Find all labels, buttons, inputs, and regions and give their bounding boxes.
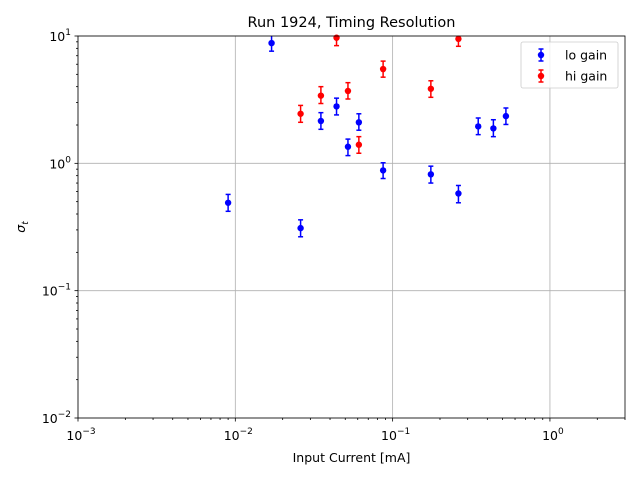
y-tick-label-exponent: 0 (65, 155, 71, 165)
x-tick-label: 10−3 (66, 427, 95, 443)
x-tick-label-exponent: −1 (397, 427, 410, 437)
y-tick-label-exponent: 1 (65, 28, 71, 38)
x-tick-label-base: 10 (224, 428, 240, 443)
x-tick-label: 100 (542, 427, 564, 443)
x-tick-label-exponent: −3 (82, 427, 95, 437)
x-tick-label-base: 10 (542, 428, 558, 443)
axis-ticks (74, 35, 626, 422)
y-tick-label-base: 10 (49, 156, 65, 171)
series-0 (224, 36, 510, 238)
data-point (344, 143, 352, 150)
data-point (379, 65, 387, 73)
x-tick-label-exponent: 0 (558, 427, 564, 437)
legend-label: hi gain (565, 69, 607, 84)
data-point (355, 119, 363, 126)
y-tick-label: 10−1 (42, 283, 71, 299)
series-1 (297, 34, 462, 155)
legend-box (520, 41, 619, 89)
legend-items: lo gain hi gain (537, 48, 607, 84)
x-tick-label-base: 10 (66, 428, 82, 443)
legend-marker (537, 72, 545, 80)
legend: lo gain hi gain (520, 41, 619, 89)
legend-marker (537, 51, 545, 59)
plot-area (78, 36, 625, 418)
y-tick-label-base: 10 (42, 411, 58, 426)
y-axis-label: σt (13, 221, 31, 233)
x-axis-label: Input Current [mA] (293, 450, 411, 465)
chart-title: Run 1924, Timing Resolution (248, 15, 456, 31)
data-series (224, 34, 510, 238)
y-tick-label-base: 10 (42, 284, 58, 299)
data-point (333, 103, 340, 110)
data-point (317, 117, 325, 125)
y-axis-label-subscript: t (21, 221, 31, 225)
y-tick-label-base: 10 (49, 29, 65, 44)
y-tick-label-exponent: −2 (58, 410, 71, 420)
data-point (355, 141, 363, 148)
data-point (379, 167, 387, 174)
data-point (344, 87, 352, 95)
data-point (317, 92, 325, 99)
x-tick-label-exponent: −2 (240, 427, 253, 437)
data-point (502, 112, 510, 120)
data-point (224, 199, 232, 206)
data-point (455, 190, 462, 197)
data-point (427, 85, 435, 92)
data-point (268, 39, 275, 47)
legend-label: lo gain (565, 48, 607, 63)
plot-frame (77, 35, 626, 419)
y-tick-label: 100 (49, 155, 71, 171)
x-tick-label: 10−2 (224, 427, 253, 443)
x-tick-label: 10−1 (381, 427, 410, 443)
data-point (297, 224, 304, 232)
data-point (455, 35, 462, 43)
x-tick-label-base: 10 (381, 428, 397, 443)
y-axis-label-symbol: σ (13, 224, 28, 233)
data-point (490, 125, 497, 132)
data-point (297, 110, 304, 117)
y-tick-label: 10−2 (42, 410, 71, 426)
y-tick-label: 101 (49, 28, 71, 44)
y-tick-label-exponent: −1 (58, 283, 71, 293)
data-point (427, 171, 435, 178)
data-point (475, 123, 482, 130)
data-point (333, 34, 340, 41)
